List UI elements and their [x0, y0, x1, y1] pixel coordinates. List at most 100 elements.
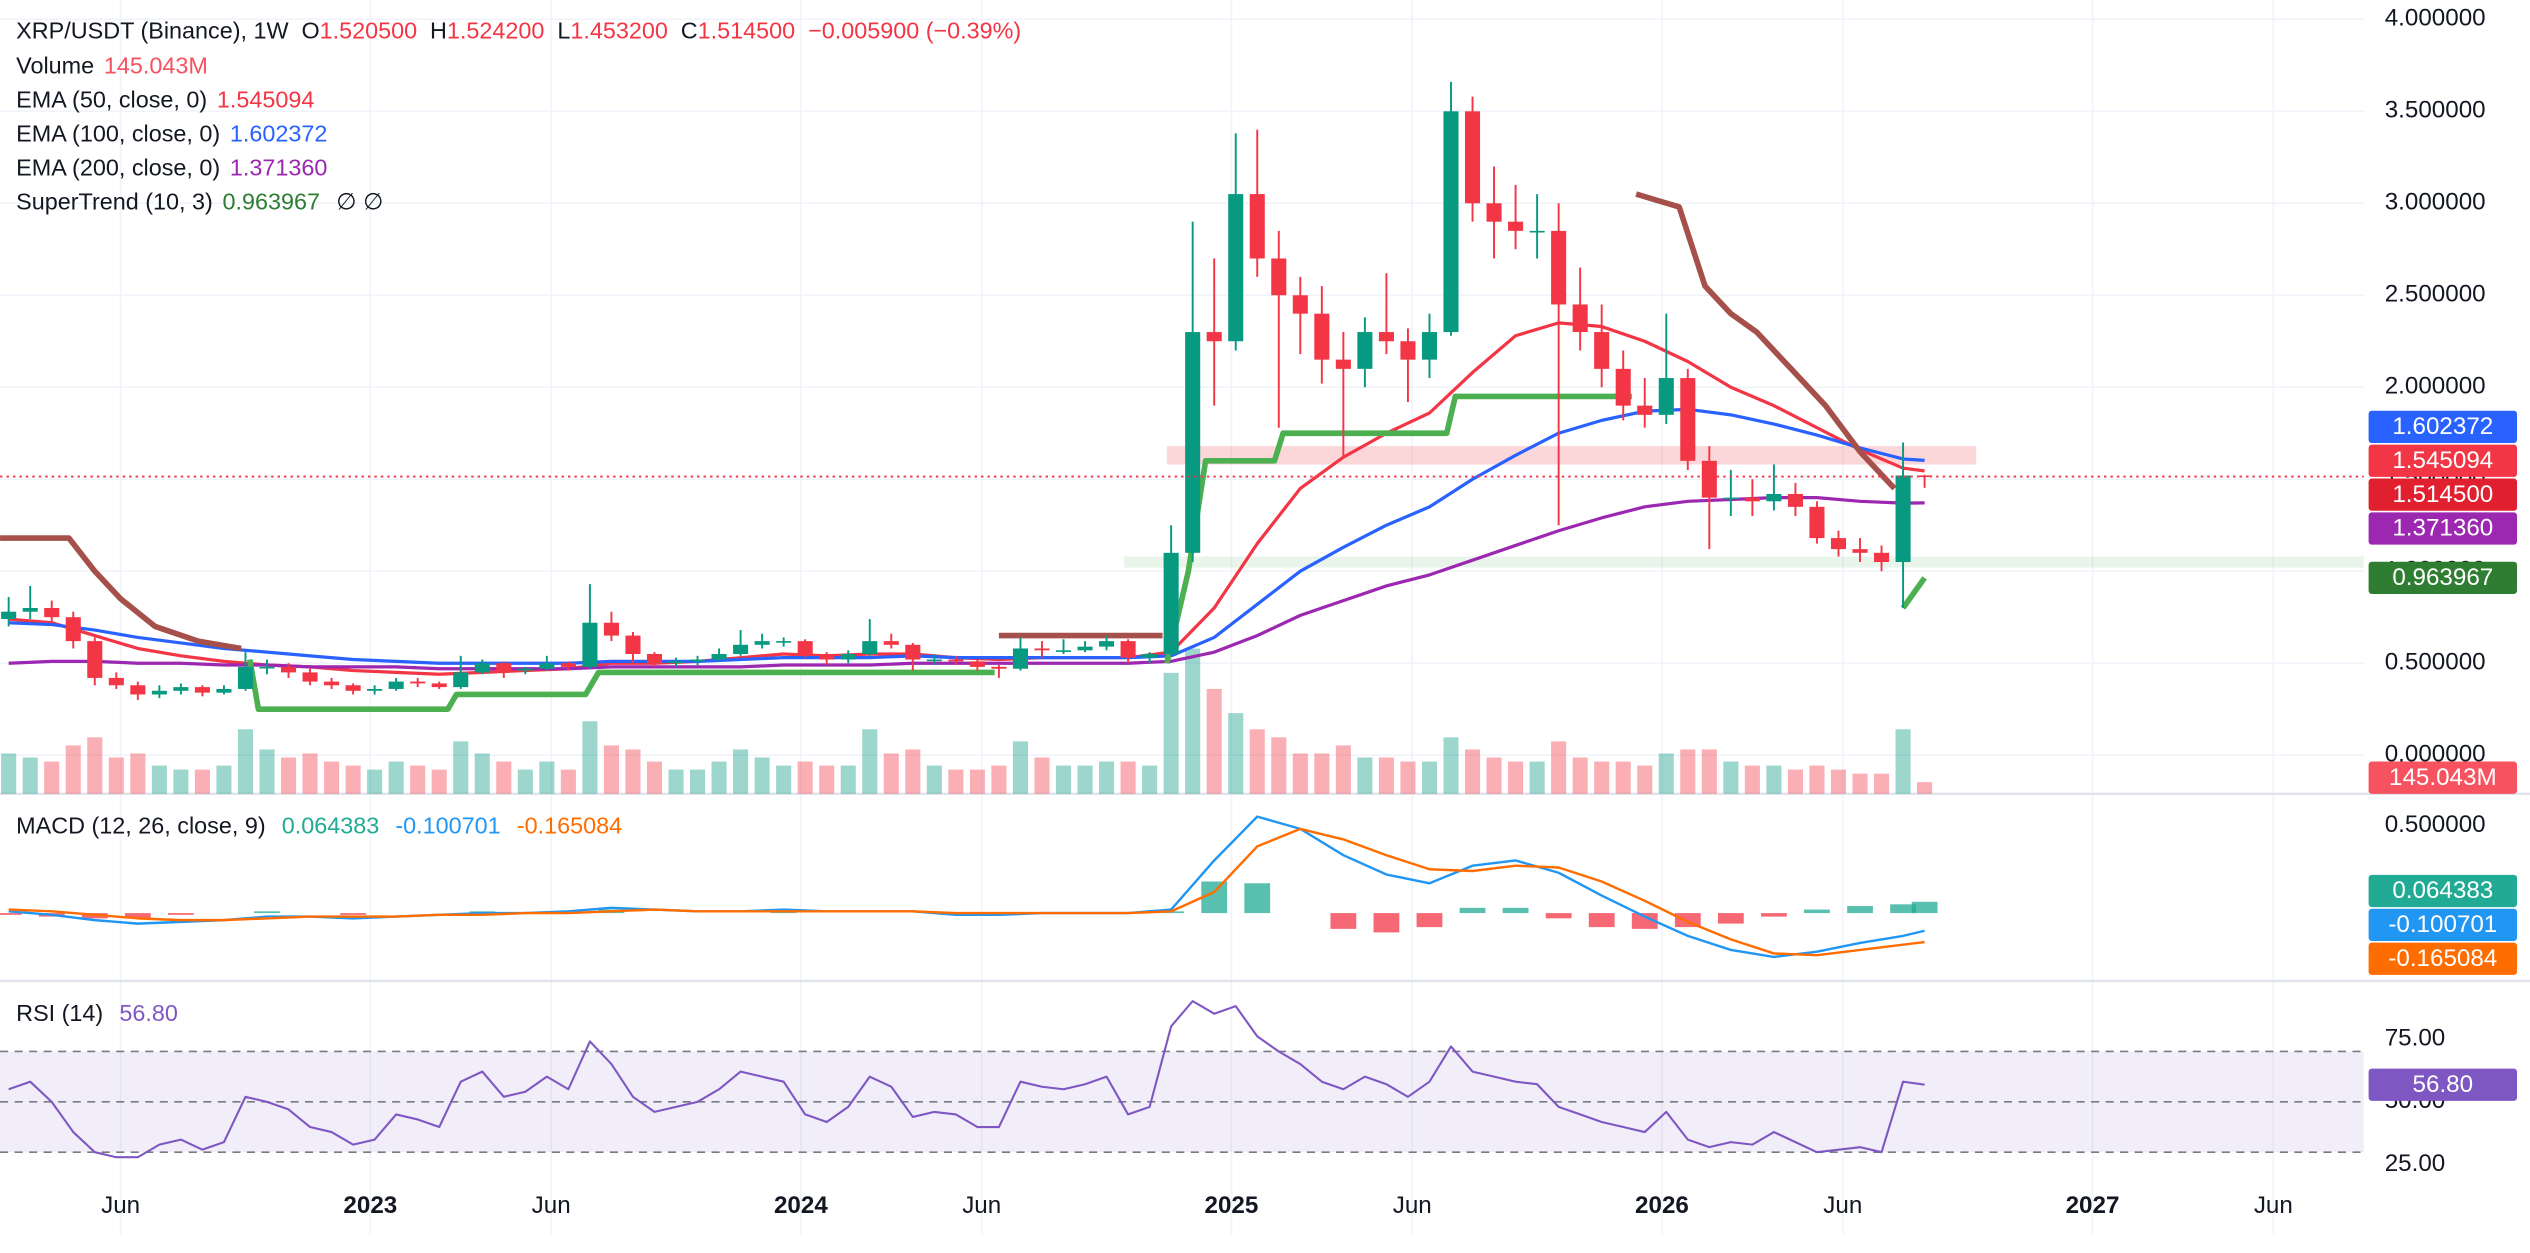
- volume-bar: [1271, 737, 1287, 794]
- macd-histogram-bar: [1545, 913, 1572, 919]
- macd-histogram-bar: [124, 913, 151, 919]
- volume-bar: [517, 769, 533, 794]
- x-tick-label: Jun: [2254, 1192, 2293, 1219]
- candle-body: [840, 653, 856, 660]
- candle-body: [517, 668, 533, 671]
- zone: [1166, 446, 1977, 465]
- volume-bar: [1615, 761, 1631, 794]
- volume-bar: [819, 765, 835, 794]
- macd-histogram-bar: [1717, 913, 1744, 924]
- candle-body: [1077, 646, 1093, 651]
- volume-bar: [1680, 749, 1696, 794]
- volume-bar: [1034, 757, 1050, 794]
- macd-histogram-bar: [167, 913, 194, 915]
- volume-bar: [1185, 648, 1201, 794]
- price-axis: Jun 2023 Jun 2024 Jun 2025 Jun 2026 Jun 2027 Jun 0.…: [101, 5, 2518, 1219]
- candle-body: [883, 641, 899, 645]
- candle-body: [1357, 332, 1373, 369]
- volume-bar: [1787, 769, 1803, 794]
- candle-body: [1529, 230, 1545, 233]
- volume-bar: [108, 757, 124, 794]
- legend-extra: ∅ ∅: [336, 188, 383, 214]
- candle-body: [1852, 549, 1868, 553]
- volume-bar: [44, 761, 60, 794]
- macd-tick-label: 0.500000: [2385, 811, 2486, 838]
- volume-bar: [22, 757, 38, 794]
- x-tick-label: 2025: [1205, 1192, 1259, 1219]
- candle-body: [1292, 295, 1308, 314]
- candle-body: [1034, 648, 1050, 651]
- volume-bar: [1744, 765, 1760, 794]
- volume-bar: [216, 765, 232, 794]
- legend-row: EMA (50, close, 0) 1.545094: [16, 87, 314, 113]
- candle-body: [87, 641, 103, 678]
- macd-histogram-bar: [1201, 881, 1228, 914]
- x-tick-label: 2023: [343, 1192, 397, 1219]
- candle-body: [991, 666, 1007, 669]
- price-badge-label: -0.100701: [2388, 911, 2497, 938]
- volume-bar: [883, 753, 899, 794]
- candle-body: [582, 622, 598, 667]
- price-badge: [2368, 410, 2518, 444]
- candle-body: [324, 681, 340, 686]
- candle-body: [1163, 552, 1179, 654]
- candle-body: [259, 666, 275, 669]
- legend: XRP/USDT (Binance), 1W O1.520500 H1.524200…: [16, 17, 1021, 1026]
- volume-bar: [1809, 765, 1825, 794]
- volume-bar: [668, 769, 684, 794]
- ohlc-key: H: [430, 17, 447, 43]
- candle-body: [1142, 653, 1158, 658]
- macd-histogram-bar: [1847, 906, 1873, 914]
- legend-row: SuperTrend (10, 3) 0.963967 ∅ ∅: [16, 188, 383, 214]
- candle-body: [560, 663, 576, 667]
- y-tick-label: 4.000000: [2385, 5, 2486, 32]
- candle-body: [1400, 341, 1416, 360]
- volume-bar: [1228, 713, 1244, 794]
- candle-body: [1055, 650, 1072, 652]
- price-badge: [2368, 512, 2518, 545]
- volume-bar: [1249, 729, 1265, 794]
- candle-body: [1099, 641, 1115, 647]
- legend-row: XRP/USDT (Binance), 1W O1.520500 H1.524200…: [16, 17, 1021, 43]
- legend-value: 56.80: [119, 1000, 177, 1026]
- volume-bar: [1529, 761, 1545, 794]
- candle-body: [797, 641, 813, 654]
- volume-bar: [237, 729, 254, 794]
- candle-body: [948, 659, 964, 662]
- candle-body: [1766, 493, 1782, 502]
- signal-line: [8, 827, 1925, 957]
- candle-body: [819, 653, 835, 660]
- volume-bar: [151, 765, 167, 794]
- candle-body: [1658, 378, 1674, 415]
- legend-name: EMA (100, close, 0): [16, 121, 220, 147]
- candle-body: [1809, 506, 1825, 539]
- candle-body: [216, 688, 232, 693]
- volume-bar: [496, 761, 512, 794]
- volume-bar: [690, 769, 706, 794]
- volume-bar: [1378, 757, 1394, 794]
- y-tick-label: 2.000000: [2385, 373, 2486, 400]
- candle-body: [1680, 378, 1696, 461]
- volume-bar: [1099, 761, 1115, 794]
- legend-value: 145.043M: [104, 53, 208, 79]
- legend-value: 1.602372: [230, 121, 327, 147]
- volume-bar: [1120, 761, 1136, 794]
- volume-bar: [1421, 761, 1438, 794]
- price-change: −0.005900 (−0.39%): [808, 17, 1021, 43]
- macd-histogram-bar: [0, 913, 22, 915]
- candle-body: [367, 688, 383, 691]
- candle-body: [1335, 359, 1351, 369]
- volume-bar: [410, 765, 426, 794]
- volume-bar: [1443, 737, 1459, 794]
- legend-title: XRP/USDT (Binance), 1W: [16, 17, 288, 43]
- candle-body: [1895, 475, 1911, 563]
- price-badge: [2368, 942, 2518, 975]
- candle-body: [1206, 332, 1222, 342]
- candle-body: [453, 672, 469, 688]
- macd-histogram-bar: [1459, 907, 1486, 914]
- volume-bar: [1917, 782, 1933, 794]
- candle-body: [173, 687, 189, 691]
- price-badge-label: 0.963967: [2392, 564, 2493, 591]
- candle-body: [1, 611, 17, 620]
